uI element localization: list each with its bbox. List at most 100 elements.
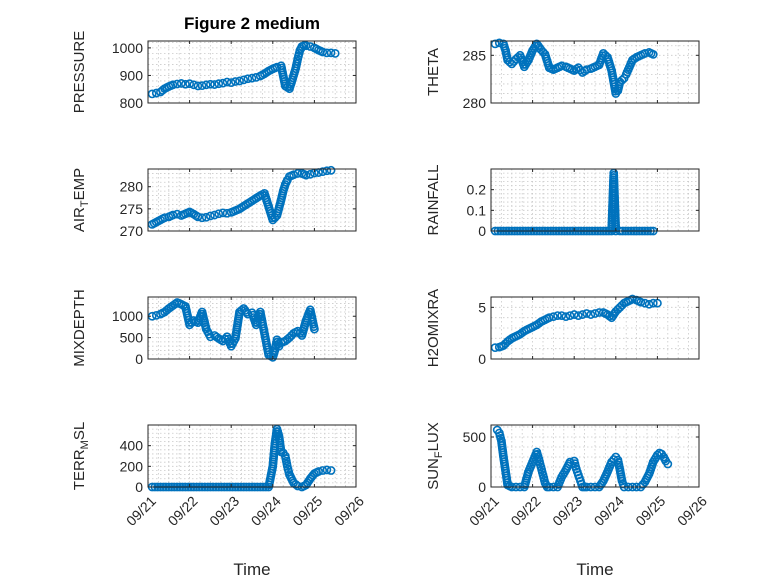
data-point: [314, 467, 323, 476]
data-point: [569, 310, 579, 319]
data-point: [185, 79, 194, 89]
x-tick-label: 09/21: [123, 493, 159, 529]
subplot-air-temp: 270 275 280 AIRTEMP: [71, 165, 357, 239]
y-tick-label: 1000: [112, 308, 143, 324]
data-point: [594, 308, 604, 317]
y-axis-label: THETA: [425, 48, 442, 96]
data-point: [576, 65, 585, 75]
x-tick-label: 09/21: [466, 493, 502, 529]
data-point: [326, 466, 336, 475]
y-axis-label-subscript: T: [79, 200, 91, 207]
y-axis-label: SUNFLUX: [425, 422, 445, 490]
axes-frame: [147, 168, 357, 232]
data-point: [226, 78, 236, 88]
data-point: [309, 324, 319, 334]
data-point: [222, 77, 232, 87]
data-point: [205, 79, 215, 89]
axes-frame: [147, 40, 357, 104]
axes-background: [147, 424, 357, 488]
y-tick-label: 285: [463, 47, 487, 63]
y-axis-label-rest: SL: [71, 422, 88, 440]
data-point: [214, 209, 224, 219]
data-point: [147, 89, 157, 99]
data-point: [214, 79, 224, 89]
y-axis-label: MIXDEPTH: [71, 289, 88, 367]
data-point: [565, 457, 575, 467]
y-axis-label-main: THETA: [425, 48, 442, 96]
data-point: [330, 49, 340, 58]
data-point: [590, 309, 600, 318]
data-point: [305, 169, 315, 179]
y-axis-label-rest: LUX: [425, 422, 442, 451]
data-point: [636, 297, 646, 307]
data-point: [197, 213, 207, 223]
y-tick-label: 800: [120, 95, 144, 111]
data-point: [243, 74, 253, 84]
x-tick-label: 09/23: [206, 493, 242, 529]
y-tick-label: 0: [478, 223, 486, 239]
data-point: [544, 313, 554, 323]
x-tick-label: 09/26: [674, 493, 710, 529]
data-point: [318, 466, 328, 475]
data-point: [648, 298, 658, 308]
y-axis-label-main: TERR: [71, 449, 88, 490]
x-axis-label-left: Time: [233, 560, 270, 579]
y-tick-label: 500: [463, 429, 487, 445]
data-point: [193, 212, 203, 222]
data-point: [218, 78, 228, 88]
x-axis-label-right: Time: [576, 560, 613, 579]
y-axis-label-main: RAINFALL: [425, 165, 442, 236]
data-point: [235, 76, 244, 86]
subplot-rainfall: 0 0.1 0.2 RAINFALL: [425, 165, 700, 239]
subplot-pressure: 800 900 1000 PRESSURE: [71, 31, 357, 114]
data-point: [237, 305, 246, 315]
y-axis-label: RAINFALL: [425, 165, 442, 236]
data-point: [301, 41, 311, 51]
data-point: [326, 165, 336, 175]
data-point: [322, 166, 332, 176]
y-tick-label: 0: [135, 479, 143, 495]
data-point: [640, 49, 650, 58]
axes-frame: [147, 424, 357, 488]
subplot-grid: 800 900 1000 PRESSURE 280 285 THETA 270 275 280 AI…: [71, 31, 710, 529]
data-point: [210, 210, 219, 220]
x-tick-label: 09/22: [165, 493, 201, 529]
data-point: [168, 80, 178, 90]
data-point: [201, 212, 211, 222]
y-axis-label-main: PRESSURE: [71, 31, 88, 114]
data-point: [648, 49, 658, 59]
data-point: [218, 208, 228, 218]
data-point: [247, 73, 257, 83]
data-point: [586, 310, 596, 319]
y-axis-label-main: SUN: [425, 458, 442, 490]
x-tick-label: 09/22: [508, 493, 544, 529]
x-tick-label: 09/24: [248, 493, 284, 529]
y-tick-label: 400: [120, 438, 144, 454]
x-tick-label: 09/23: [549, 493, 585, 529]
data-point: [640, 298, 650, 308]
data-point: [301, 170, 311, 180]
data-point: [326, 48, 336, 58]
data-point: [205, 211, 215, 221]
axes-background: [490, 168, 700, 232]
y-tick-label: 0: [135, 351, 143, 367]
data-point: [318, 167, 328, 177]
axes-frame: [490, 40, 700, 104]
y-axis-label: AIRTEMP: [71, 168, 91, 232]
x-tick-label: 09/25: [632, 493, 668, 529]
axes-frame: [147, 296, 357, 360]
y-tick-label: 0: [478, 479, 486, 495]
y-tick-label: 500: [120, 330, 144, 346]
subplot-h2omixra: 0 5 H2OMIXRA: [425, 289, 700, 367]
y-tick-label: 0: [478, 351, 486, 367]
subplot-mixdepth: 0 500 1000 MIXDEPTH: [71, 289, 357, 367]
y-tick-label: 5: [478, 299, 486, 315]
data-point: [189, 80, 199, 90]
data-point: [172, 79, 182, 89]
y-tick-label: 1000: [112, 40, 143, 56]
subplot-terr-msl: 0 200 400 09/21 09/22 09/23 09/24 09/25 09/26 TER…: [71, 422, 367, 529]
data-point: [181, 79, 190, 89]
y-axis-label-main: MIXDEPTH: [71, 289, 88, 367]
axes-frame: [490, 168, 700, 232]
